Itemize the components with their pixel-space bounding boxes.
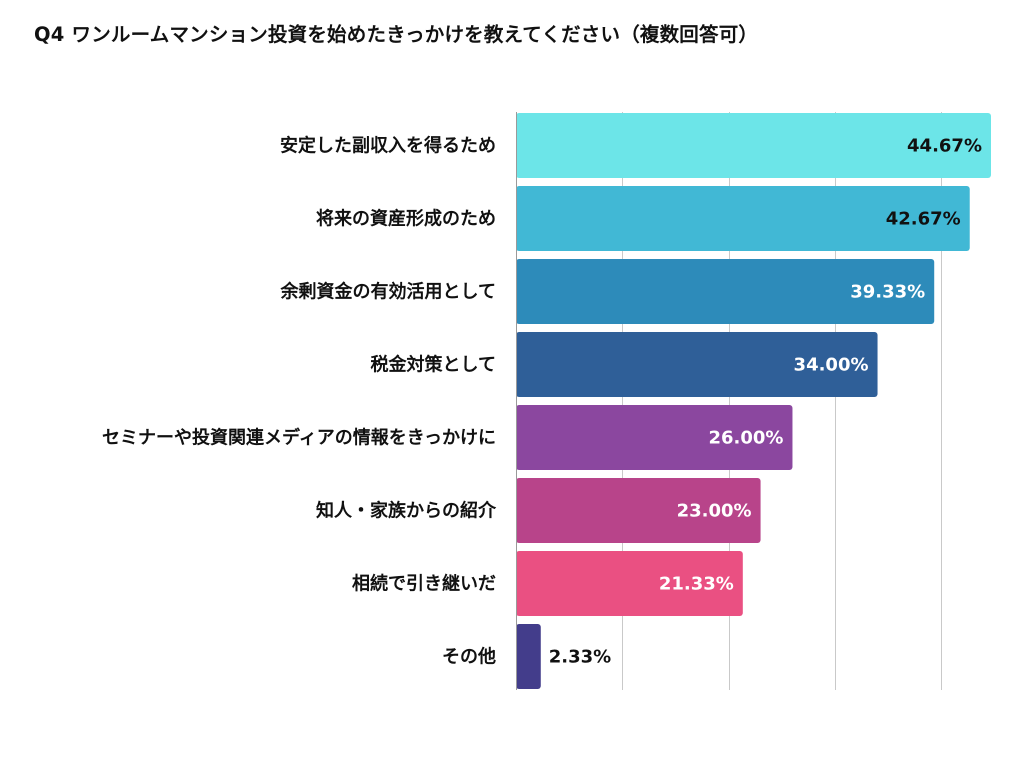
category-label: 将来の資産形成のため — [316, 208, 496, 230]
value-label: 23.00% — [677, 501, 752, 522]
value-label: 34.00% — [794, 355, 869, 376]
value-label: 2.33% — [549, 647, 611, 668]
category-label: 余剰資金の有効活用として — [280, 281, 496, 303]
chart-title: Q4 ワンルームマンション投資を始めたきっかけを教えてください（複数回答可） — [34, 23, 759, 46]
bar — [516, 113, 991, 178]
bar — [516, 186, 970, 251]
value-label: 26.00% — [708, 428, 783, 449]
category-label: その他 — [442, 646, 496, 668]
value-label: 39.33% — [850, 282, 925, 303]
bar — [516, 405, 793, 470]
bar — [516, 551, 743, 616]
category-label: 相続で引き継いだ — [352, 573, 496, 595]
value-label: 21.33% — [659, 574, 734, 595]
bar — [516, 332, 878, 397]
value-label: 44.67% — [907, 136, 982, 157]
bar — [516, 478, 761, 543]
category-label: 安定した副収入を得るため — [280, 135, 496, 157]
bar — [516, 259, 935, 324]
category-label: 税金対策として — [371, 354, 496, 376]
value-label: 42.67% — [886, 209, 961, 230]
bar — [516, 624, 541, 689]
category-label: セミナーや投資関連メディアの情報をきっかけに — [102, 427, 496, 449]
category-label: 知人・家族からの紹介 — [316, 500, 497, 522]
